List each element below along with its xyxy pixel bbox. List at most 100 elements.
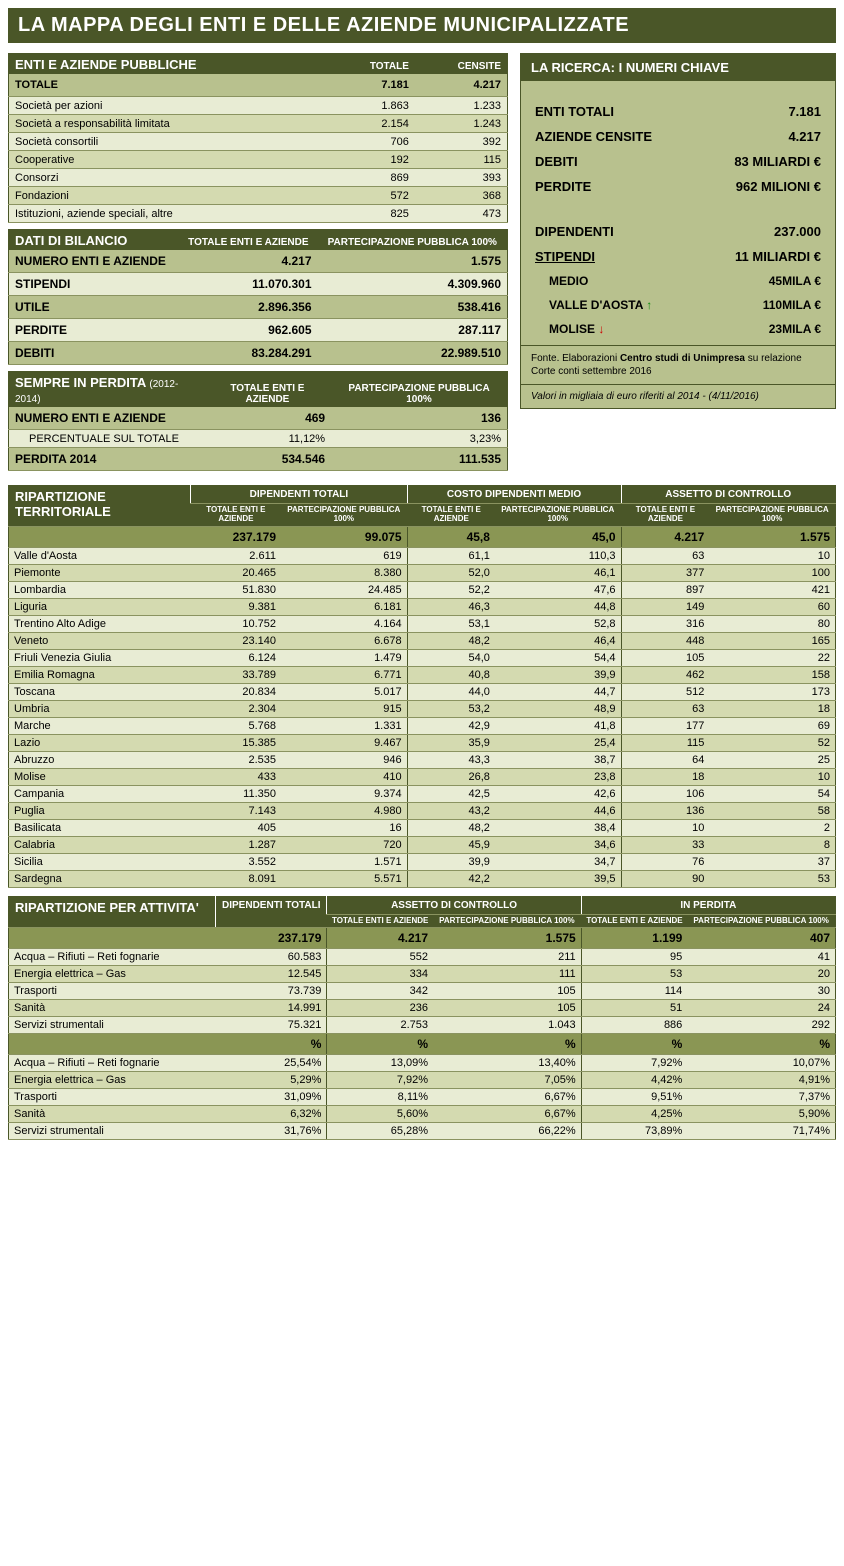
table-row: Veneto23.1406.67848,246,4448165 <box>9 632 836 649</box>
table-row: Acqua – Rifiuti – Reti fognarie25,54%13,… <box>9 1055 836 1072</box>
table-row: Valle d'Aosta2.61161961,1110,36310 <box>9 547 836 564</box>
table-row: Sardegna8.0915.57142,239,59053 <box>9 870 836 887</box>
key-row: MOLISE ↓23MILA € <box>535 317 821 341</box>
t3-r1-0: NUMERO ENTI E AZIENDE <box>9 407 204 430</box>
terr-sc: PARTECIPAZIONE PUBBLICA 100% <box>495 504 621 527</box>
terr-tot: 99.075 <box>281 526 407 547</box>
t1-total-1: 4.217 <box>415 74 508 97</box>
key-row: PERDITE962 MILIONI € <box>535 174 821 199</box>
page-title: LA MAPPA DEGLI ENTI E DELLE AZIENDE MUNI… <box>8 8 836 43</box>
table-row: Fondazioni572368 <box>9 187 508 205</box>
key-numbers-box: LA RICERCA: I NUMERI CHIAVE ENTI TOTALI7… <box>520 53 836 409</box>
key-footer-source: Fonte. Elaborazioni Centro studi di Unim… <box>521 345 835 384</box>
att-sc: PARTECIPAZIONE PUBBLICA 100% <box>433 914 581 928</box>
table-row: Energia elettrica – Gas5,29%7,92%7,05%4,… <box>9 1072 836 1089</box>
t3-header: SEMPRE IN PERDITA (2012-2014) <box>9 372 204 408</box>
table-row: Servizi strumentali75.3212.7531.04388629… <box>9 1017 836 1034</box>
terr-tot: 4.217 <box>621 526 709 547</box>
key-row: ENTI TOTALI7.181 <box>535 99 821 124</box>
pct-lbl: % <box>327 1034 433 1055</box>
table-row: Società consortili706392 <box>9 133 508 151</box>
terr-sc: TOTALE ENTI E AZIENDE <box>407 504 495 527</box>
t3-r3-0: PERDITA 2014 <box>9 448 204 471</box>
table-row: DEBITI83.284.29122.989.510 <box>9 342 508 365</box>
terr-sc: PARTECIPAZIONE PUBBLICA 100% <box>709 504 835 527</box>
terr-header: RIPARTIZIONE TERRITORIALE <box>9 486 191 527</box>
table-row: Liguria9.3816.18146,344,814960 <box>9 598 836 615</box>
t1-header: ENTI E AZIENDE PUBBLICHE <box>9 54 331 75</box>
t3-col1: PARTECIPAZIONE PUBBLICA 100% <box>331 372 507 408</box>
terr-tot: 237.179 <box>191 526 281 547</box>
table-row: Sicilia3.5521.57139,934,77637 <box>9 853 836 870</box>
pct-lbl: % <box>216 1034 327 1055</box>
terr-tot: 45,0 <box>495 526 621 547</box>
table-row: Acqua – Rifiuti – Reti fognarie60.583552… <box>9 949 836 966</box>
table-row: Istituzioni, aziende speciali, altre8254… <box>9 205 508 223</box>
terr-tot: 1.575 <box>709 526 835 547</box>
t1-total-label: TOTALE <box>9 74 331 97</box>
table-row: Società a responsabilità limitata2.1541.… <box>9 115 508 133</box>
terr-g2: ASSETTO DI CONTROLLO <box>621 486 835 504</box>
att-tot: 1.199 <box>581 928 687 949</box>
att-g2: IN PERDITA <box>581 896 835 914</box>
table-row: STIPENDI11.070.3014.309.960 <box>9 273 508 296</box>
table-row: Abruzzo2.53594643,338,76425 <box>9 751 836 768</box>
table-row: Campania11.3509.37442,542,610654 <box>9 785 836 802</box>
terr-tot-blank <box>9 526 191 547</box>
att-tot: 1.575 <box>433 928 581 949</box>
t1-total-0: 7.181 <box>330 74 415 97</box>
att-tot: 407 <box>687 928 835 949</box>
att-tot-blank <box>9 928 216 949</box>
terr-tot: 45,8 <box>407 526 495 547</box>
table-row: UTILE2.896.356538.416 <box>9 296 508 319</box>
t1-col1: CENSITE <box>415 54 508 75</box>
table-row: Consorzi869393 <box>9 169 508 187</box>
pct-lbl: % <box>433 1034 581 1055</box>
table-row: Piemonte20.4658.38052,046,1377100 <box>9 564 836 581</box>
att-g1: ASSETTO DI CONTROLLO <box>327 896 581 914</box>
terr-sc: PARTECIPAZIONE PUBBLICA 100% <box>281 504 407 527</box>
pct-blank <box>9 1034 216 1055</box>
table-row: Emilia Romagna33.7896.77140,839,9462158 <box>9 666 836 683</box>
table-row: Trasporti73.73934210511430 <box>9 983 836 1000</box>
table-row: Società per azioni1.8631.233 <box>9 97 508 115</box>
t3-r2-0: PERCENTUALE SUL TOTALE <box>9 430 204 448</box>
table-row: Umbria2.30491553,248,96318 <box>9 700 836 717</box>
terr-sc: TOTALE ENTI E AZIENDE <box>191 504 281 527</box>
perdita-table: SEMPRE IN PERDITA (2012-2014) TOTALE ENT… <box>8 371 508 471</box>
arrow-down-icon: ↓ <box>595 322 604 336</box>
key-row: STIPENDI11 MILIARDI € <box>535 244 821 269</box>
key-row: MEDIO45MILA € <box>535 269 821 293</box>
key-row: DIPENDENTI237.000 <box>535 219 821 244</box>
table-row: PERDITE962.605287.117 <box>9 319 508 342</box>
key-row: AZIENDE CENSITE4.217 <box>535 124 821 149</box>
table-row: Trasporti31,09%8,11%6,67%9,51%7,37% <box>9 1089 836 1106</box>
att-g0: DIPENDENTI TOTALI <box>216 896 327 928</box>
table-row: Lombardia51.83024.48552,247,6897421 <box>9 581 836 598</box>
table-row: Sanità6,32%5,60%6,67%4,25%5,90% <box>9 1106 836 1123</box>
key-title: LA RICERCA: I NUMERI CHIAVE <box>521 54 835 81</box>
t3-r3-1: 534.546 <box>204 448 331 471</box>
table-row: Friuli Venezia Giulia6.1241.47954,054,41… <box>9 649 836 666</box>
terr-sc: TOTALE ENTI E AZIENDE <box>621 504 709 527</box>
territorial-table: RIPARTIZIONE TERRITORIALE DIPENDENTI TOT… <box>8 485 836 888</box>
t3-col0: TOTALE ENTI E AZIENDE <box>204 372 331 408</box>
att-tot: 237.179 <box>216 928 327 949</box>
t2-col1: PARTECIPAZIONE PUBBLICA 100% <box>318 230 508 251</box>
table-row: Molise43341026,823,81810 <box>9 768 836 785</box>
activity-table: RIPARTIZIONE PER ATTIVITA' DIPENDENTI TO… <box>8 896 836 1141</box>
terr-g0: DIPENDENTI TOTALI <box>191 486 407 504</box>
t1-col0: TOTALE <box>330 54 415 75</box>
table-row: Calabria1.28772045,934,6338 <box>9 836 836 853</box>
terr-g1: COSTO DIPENDENTI MEDIO <box>407 486 621 504</box>
att-sc: TOTALE ENTI E AZIENDE <box>581 914 687 928</box>
att-header: RIPARTIZIONE PER ATTIVITA' <box>9 896 216 928</box>
table-row: Toscana20.8345.01744,044,7512173 <box>9 683 836 700</box>
att-sc: PARTECIPAZIONE PUBBLICA 100% <box>687 914 835 928</box>
table-row: Servizi strumentali31,76%65,28%66,22%73,… <box>9 1123 836 1140</box>
t3-r2-1: 11,12% <box>204 430 331 448</box>
t3-r1-1: 469 <box>204 407 331 430</box>
t2-header: DATI DI BILANCIO <box>9 230 180 251</box>
table-row: Energia elettrica – Gas12.5453341115320 <box>9 966 836 983</box>
att-tot: 4.217 <box>327 928 433 949</box>
